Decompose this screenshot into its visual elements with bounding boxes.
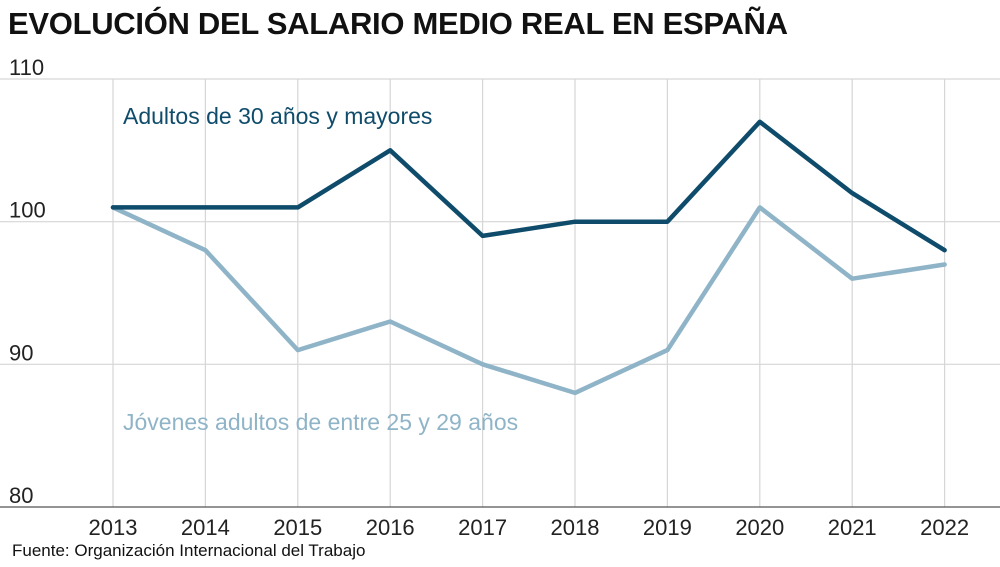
labels: 80 90 100 110 2013 2014 2015 2016 2017 2018 2019 20… — [9, 55, 969, 540]
source-note: Fuente: Organización Internacional del T… — [12, 541, 366, 560]
x-tick-label-2013: 2013 — [89, 515, 138, 540]
y-tick-label-90: 90 — [9, 340, 33, 365]
series-line-adultos — [110, 119, 947, 253]
x-tick-label-2015: 2015 — [273, 515, 322, 540]
x-tick-label-2020: 2020 — [735, 515, 784, 540]
series-label-jovenes: Jóvenes adultos de entre 25 y 29 años — [123, 409, 518, 435]
x-tick-label-2021: 2021 — [828, 515, 877, 540]
chart-title: EVOLUCIÓN DEL SALARIO MEDIO REAL EN ESPA… — [8, 6, 788, 41]
series-line-jovenes — [110, 205, 947, 396]
x-tick-label-2019: 2019 — [643, 515, 692, 540]
x-tick-label-2022: 2022 — [920, 515, 969, 540]
x-tick-label-2016: 2016 — [366, 515, 415, 540]
series-label-adultos: Adultos de 30 años y mayores — [123, 103, 432, 129]
x-tick-label-2017: 2017 — [458, 515, 507, 540]
x-tick-label-2018: 2018 — [551, 515, 600, 540]
x-tick-label-2014: 2014 — [181, 515, 230, 540]
series-lines — [110, 119, 947, 396]
y-tick-label-110: 110 — [9, 55, 44, 80]
y-tick-label-100: 100 — [9, 198, 46, 223]
y-tick-label-80: 80 — [9, 483, 33, 508]
grid-lines — [0, 78, 1000, 507]
